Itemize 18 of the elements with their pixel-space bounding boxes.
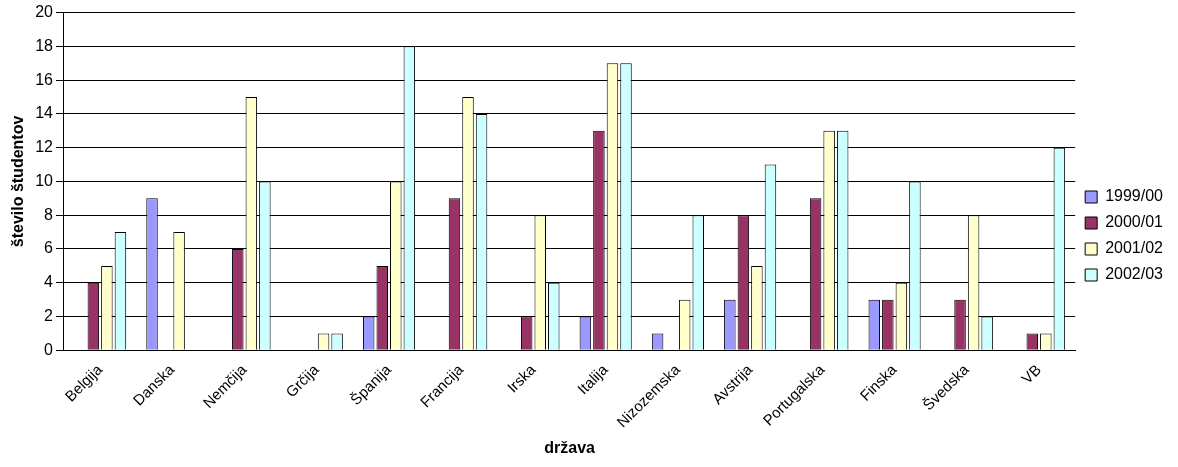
y-tick-label: 16 [35,70,54,88]
y-tick-label: 4 [44,273,54,291]
y-axis-title: število študentov [9,115,27,248]
legend-label: 2001/02 [1105,239,1164,257]
y-tick-label: 14 [35,104,54,122]
y-tick-label: 0 [44,340,54,358]
y-tick-label: 6 [44,239,54,257]
y-tick-label: 12 [35,138,54,156]
y-tick-label: 18 [35,36,54,54]
legend-label: 1999/00 [1105,187,1164,205]
x-tick-label: VB [1017,360,1045,387]
y-tick-label: 10 [35,171,54,189]
legend-label: 2000/01 [1105,213,1164,231]
legend-label: 2002/03 [1105,265,1164,283]
x-axis-title: država [544,438,596,456]
y-tick-label: 2 [44,306,54,324]
y-tick-label: 8 [44,205,54,223]
y-tick-label: 20 [35,3,54,21]
